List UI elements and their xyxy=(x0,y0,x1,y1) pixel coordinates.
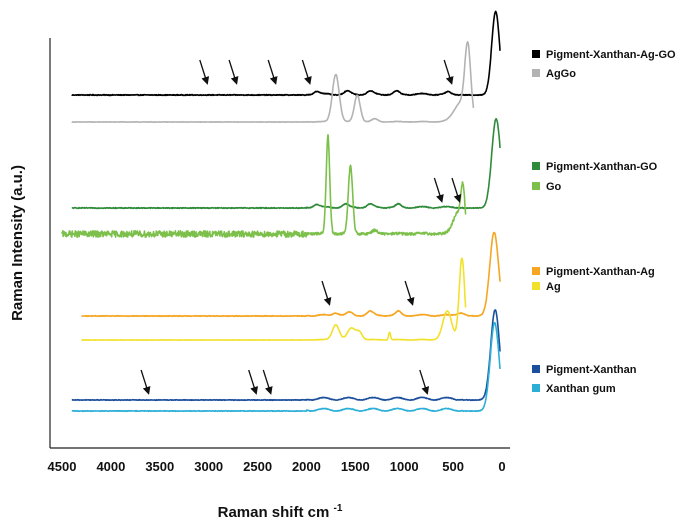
annotation-arrow xyxy=(262,369,273,395)
annotation-arrow xyxy=(404,280,415,306)
annotation-arrow xyxy=(419,369,430,395)
x-tick-label: 3000 xyxy=(194,459,223,474)
series-line-pigment-xanthan-ag xyxy=(81,231,501,318)
x-tick-label: 2500 xyxy=(243,459,272,474)
legend-swatch xyxy=(532,282,540,290)
legend-label: Pigment-Xanthan-Ag xyxy=(546,266,655,278)
legend-swatch xyxy=(532,69,540,77)
series-line-pigment-xanthan-go xyxy=(71,117,501,210)
arrow-layer xyxy=(140,59,462,395)
x-axis-label-superscript: -1 xyxy=(333,503,342,514)
annotation-arrow xyxy=(443,59,454,85)
x-tick-label: 0 xyxy=(498,459,505,474)
x-tick-labels: 4500 4000 3500 3000 2500 2000 1500 1000 500 0 xyxy=(48,459,506,474)
series-line-xanthan-gum xyxy=(71,321,501,413)
x-tick-label: 500 xyxy=(442,459,464,474)
legend-label: AgGo xyxy=(546,68,576,80)
series-line-ag xyxy=(81,257,467,341)
series-line-pigment-xanthan-ag-go xyxy=(71,10,501,97)
x-tick-label: 2000 xyxy=(292,459,321,474)
x-tick-label: 1500 xyxy=(341,459,370,474)
x-axis-label: Raman shift cm -1 xyxy=(218,503,343,521)
x-axis-label-text: Raman shift cm xyxy=(218,504,330,521)
legend-label: Pigment-Xanthan-GO xyxy=(546,161,658,173)
x-tick-label: 4000 xyxy=(96,459,125,474)
annotation-arrow xyxy=(248,369,258,395)
legend-swatch xyxy=(532,365,540,373)
series-layer xyxy=(61,10,501,413)
series-line-pigment-xanthan xyxy=(71,309,501,402)
x-tick-label: 1000 xyxy=(390,459,419,474)
legend-swatch xyxy=(532,162,540,170)
annotation-arrow xyxy=(301,59,312,85)
y-axis-label: Raman Intensity (a.u.) xyxy=(9,165,26,321)
annotation-arrow xyxy=(433,177,444,203)
series-line-go xyxy=(61,134,467,238)
legend-label: Xanthan gum xyxy=(546,383,616,395)
annotation-arrow xyxy=(199,59,210,85)
legend-swatch xyxy=(532,182,540,190)
annotation-arrow xyxy=(267,59,278,85)
legend-swatch xyxy=(532,384,540,392)
legend-label: Ag xyxy=(546,281,561,293)
legend-swatch xyxy=(532,50,540,58)
annotation-arrow xyxy=(451,177,462,203)
legend-label: Pigment-Xanthan-Ag-GO xyxy=(546,49,676,61)
x-tick-label: 4500 xyxy=(48,459,77,474)
legend-label: Go xyxy=(546,181,562,193)
series-line-aggo xyxy=(71,41,475,123)
annotation-arrow xyxy=(140,369,151,395)
annotation-arrow xyxy=(321,280,332,306)
legend-label: Pigment-Xanthan xyxy=(546,364,637,376)
x-tick-label: 3500 xyxy=(145,459,174,474)
annotation-arrow xyxy=(228,59,239,85)
legend: Pigment-Xanthan-Ag-GOAgGoPigment-Xanthan… xyxy=(532,49,676,395)
legend-swatch xyxy=(532,267,540,275)
